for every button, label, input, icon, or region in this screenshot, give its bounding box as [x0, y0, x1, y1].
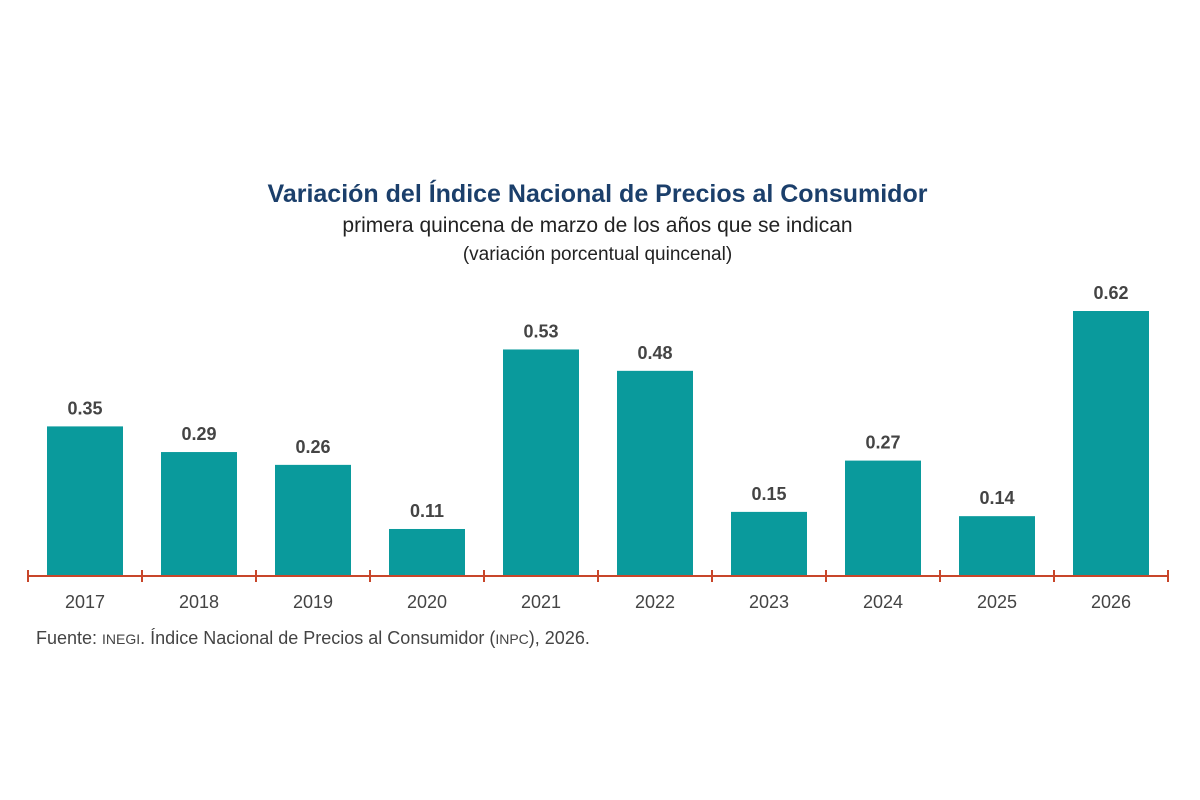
- source-note: Fuente: INEGI. Índice Nacional de Precio…: [36, 628, 590, 649]
- bar-2025: [959, 516, 1035, 576]
- source-suffix: ), 2026.: [528, 628, 590, 648]
- bar-2019: [275, 464, 351, 576]
- x-tick-label: 2017: [65, 592, 105, 612]
- x-tick-label: 2018: [179, 592, 219, 612]
- data-label: 0.53: [523, 321, 558, 341]
- data-label: 0.62: [1093, 283, 1128, 303]
- bar-2026: [1073, 311, 1149, 576]
- chart-title: Variación del Índice Nacional de Precios…: [267, 180, 928, 208]
- x-tick-label: 2022: [635, 592, 675, 612]
- data-label: 0.14: [979, 488, 1014, 508]
- data-label: 0.29: [181, 424, 216, 444]
- x-tick-label: 2020: [407, 592, 447, 612]
- x-tick-label: 2026: [1091, 592, 1131, 612]
- bar-2018: [161, 452, 237, 576]
- chart-unit-label: (variación porcentual quincenal): [462, 244, 733, 265]
- bar-2021: [503, 349, 579, 576]
- bar-2020: [389, 528, 465, 576]
- x-tick-label: 2024: [863, 592, 903, 612]
- data-label: 0.35: [67, 398, 102, 418]
- data-label: 0.48: [637, 343, 672, 363]
- data-label: 0.11: [410, 501, 444, 521]
- source-prefix: Fuente:: [36, 628, 103, 648]
- x-tick-label: 2025: [977, 592, 1017, 612]
- source-abbr: INPC: [495, 631, 529, 647]
- bar-2024: [845, 460, 921, 576]
- data-label: 0.27: [865, 433, 900, 453]
- source-org: INEGI: [102, 631, 141, 647]
- x-tick-label: 2021: [521, 592, 561, 612]
- bar-2023: [731, 511, 807, 576]
- bar-2017: [47, 426, 123, 576]
- chart-subtitle: primera quincena de marzo de los años qu…: [342, 214, 853, 237]
- data-label: 0.15: [751, 484, 786, 504]
- x-tick-label: 2019: [293, 592, 333, 612]
- bar-2022: [617, 370, 693, 576]
- source-middle: . Índice Nacional de Precios al Consumid…: [140, 628, 496, 648]
- x-tick-label: 2023: [749, 592, 789, 612]
- data-label: 0.26: [295, 437, 330, 457]
